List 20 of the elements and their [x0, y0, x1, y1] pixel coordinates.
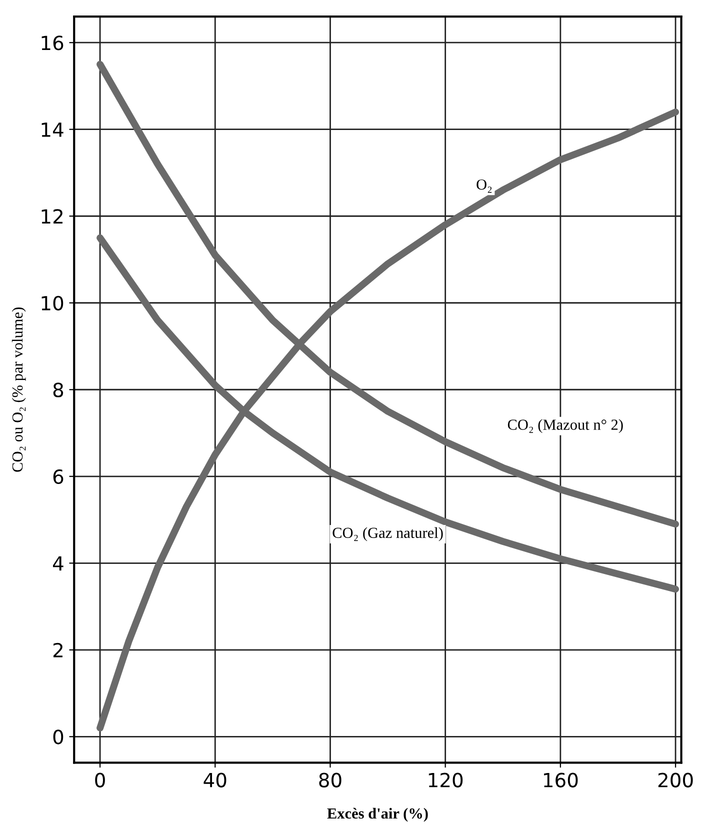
y-tick-label: 8	[53, 382, 64, 398]
x-axis-title: Excès d'air (%)	[327, 808, 428, 822]
y-tick-label: 2	[53, 642, 62, 658]
series-label: CO₂ (Gaz naturel)	[332, 527, 443, 542]
y-tick-label: 10	[42, 296, 64, 311]
x-tick-label: 0	[95, 772, 105, 788]
x-tick-label: 120	[428, 772, 463, 788]
y-tick-label: 4	[52, 556, 64, 571]
x-tick-label: 160	[544, 772, 578, 788]
x-tick-label: 40	[204, 772, 226, 788]
y-axis-title: CO₂ ou O₂ (% par volume)	[12, 308, 26, 472]
y-tick-label: 0	[53, 730, 64, 744]
text: CO₂ (Mazout n° 2)	[508, 419, 623, 433]
y-tick-label: 16	[42, 36, 64, 50]
y-tick-label: 12	[42, 209, 62, 224]
y-tick-label: 14	[42, 122, 64, 137]
x-tick-label: 80	[319, 772, 342, 788]
series-label: O₂	[476, 179, 492, 193]
y-tick-label: 6	[53, 469, 64, 484]
x-tick-label: 200	[658, 772, 693, 788]
